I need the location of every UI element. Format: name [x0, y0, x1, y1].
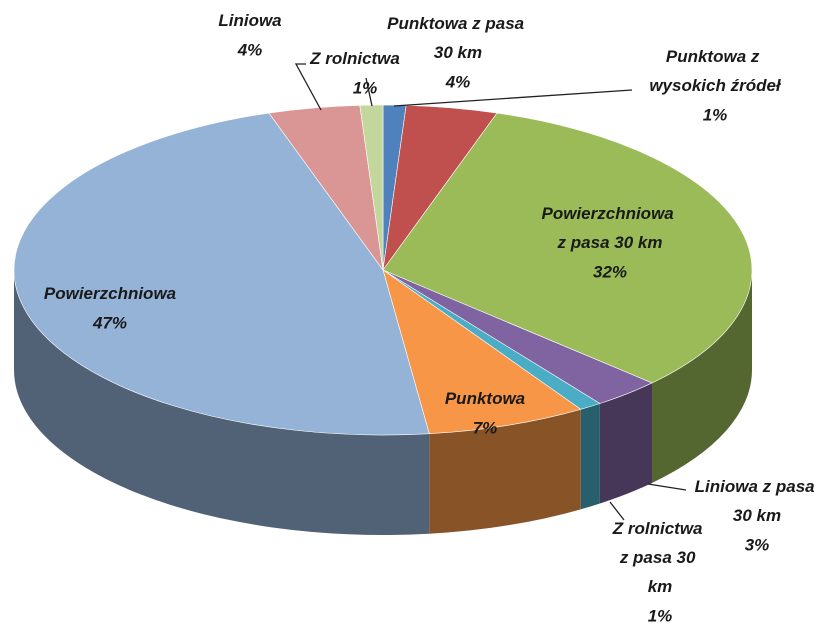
value-label: 47%	[92, 313, 127, 332]
leader-line	[393, 89, 633, 107]
label-line: wysokich źródeł	[649, 76, 782, 95]
label-line: Z rolnictwa	[309, 49, 400, 68]
slice-side	[14, 270, 430, 535]
slice-label: Z rolnictwa	[309, 49, 400, 68]
slice-label: Z rolnictwa z pasa 30 km	[612, 519, 707, 596]
label-line: z pasa 30	[619, 548, 700, 567]
slice-side	[580, 403, 600, 510]
slice-label: Liniowa	[218, 11, 281, 30]
leader-line	[609, 501, 625, 521]
slice-side	[651, 270, 752, 483]
label-line: Punktowa	[445, 389, 525, 408]
slice	[382, 269, 582, 435]
leader-line	[647, 483, 687, 491]
value-label: 4%	[237, 40, 263, 59]
slice-label: Punktowa z wysokich źródeł	[649, 47, 782, 95]
label-line: 30 km	[434, 43, 482, 62]
pie-sides	[14, 270, 752, 535]
slice-side	[599, 382, 652, 504]
label-line: Z rolnictwa	[612, 519, 707, 538]
label-line: Punktowa z	[666, 47, 764, 66]
slice-label: Punktowa z pasa 30 km	[387, 14, 529, 62]
label-line: 30 km	[733, 506, 781, 525]
slice-label: Powierzchniowa z pasa 30 km	[542, 204, 679, 252]
value-label: 1%	[703, 105, 728, 124]
label-line: km	[648, 577, 673, 596]
value-label: 7%	[473, 418, 498, 437]
label-line: Punktowa z pasa	[387, 14, 529, 33]
label-line: Liniowa	[218, 11, 281, 30]
leader-line	[365, 77, 373, 107]
slice-label: Punktowa	[445, 389, 525, 408]
slice	[13, 112, 430, 436]
value-label: 3%	[745, 535, 770, 554]
slice	[382, 112, 753, 384]
label-line: Powierzchniowa	[542, 204, 679, 223]
value-label: 1%	[648, 606, 673, 625]
slice-side	[429, 409, 581, 534]
pie-tops	[13, 104, 753, 436]
slice-label: Powierzchniowa	[44, 284, 176, 303]
value-label: 4%	[445, 72, 471, 91]
leader-line	[294, 63, 322, 111]
slice-label: Liniowa z pasa 30 km	[695, 477, 820, 525]
label-line: z pasa 30 km	[557, 233, 663, 252]
value-label: 1%	[353, 78, 378, 97]
label-line: Powierzchniowa	[44, 284, 176, 303]
label-line: Liniowa z pasa	[695, 477, 820, 496]
value-label: 32%	[593, 262, 627, 281]
labels: Punktowa z wysokich źródeł 1% Punktowa z p…	[44, 11, 819, 625]
